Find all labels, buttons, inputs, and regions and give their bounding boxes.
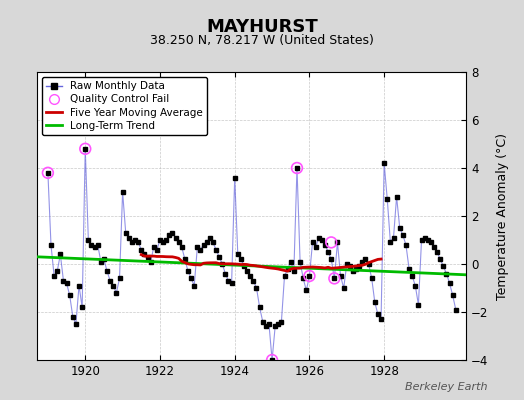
Point <box>81 146 90 152</box>
Y-axis label: Temperature Anomaly (°C): Temperature Anomaly (°C) <box>496 132 508 300</box>
Point <box>327 239 335 246</box>
Point <box>305 273 314 279</box>
Point <box>43 170 52 176</box>
Point <box>293 165 301 171</box>
Text: 38.250 N, 78.217 W (United States): 38.250 N, 78.217 W (United States) <box>150 34 374 47</box>
Text: MAYHURST: MAYHURST <box>206 18 318 36</box>
Point <box>268 357 276 363</box>
Legend: Raw Monthly Data, Quality Control Fail, Five Year Moving Average, Long-Term Tren: Raw Monthly Data, Quality Control Fail, … <box>42 77 207 135</box>
Text: Berkeley Earth: Berkeley Earth <box>405 382 487 392</box>
Point <box>330 275 339 282</box>
